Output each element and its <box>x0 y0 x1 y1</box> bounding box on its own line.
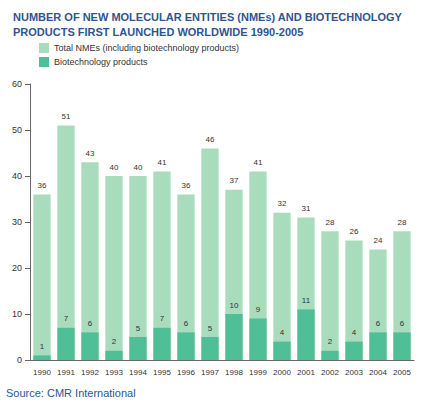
svg-text:7: 7 <box>160 314 165 323</box>
svg-text:1991: 1991 <box>57 368 75 377</box>
svg-text:1993: 1993 <box>105 368 123 377</box>
svg-text:NUMBER OF NEW MOLECULAR ENTITI: NUMBER OF NEW MOLECULAR ENTITIES (NMEs) … <box>13 11 405 23</box>
svg-text:1997: 1997 <box>201 368 219 377</box>
svg-text:1995: 1995 <box>153 368 171 377</box>
svg-text:6: 6 <box>184 319 189 328</box>
svg-text:2005: 2005 <box>393 368 411 377</box>
svg-text:37: 37 <box>230 176 239 185</box>
svg-text:46: 46 <box>206 135 215 144</box>
svg-text:Biotechnology products: Biotechnology products <box>54 57 148 67</box>
svg-text:1990: 1990 <box>33 368 51 377</box>
svg-text:41: 41 <box>254 158 263 167</box>
svg-text:PRODUCTS FIRST LAUNCHED WORLDW: PRODUCTS FIRST LAUNCHED WORLDWIDE 1990-2… <box>13 26 303 38</box>
svg-text:20: 20 <box>12 263 22 273</box>
svg-text:50: 50 <box>12 125 22 135</box>
svg-text:30: 30 <box>12 217 22 227</box>
svg-text:24: 24 <box>374 236 383 245</box>
svg-text:31: 31 <box>302 204 311 213</box>
svg-text:26: 26 <box>350 227 359 236</box>
svg-text:32: 32 <box>278 199 287 208</box>
svg-text:1996: 1996 <box>177 368 195 377</box>
svg-text:36: 36 <box>38 181 47 190</box>
svg-text:4: 4 <box>280 328 285 337</box>
svg-text:5: 5 <box>136 324 141 333</box>
svg-text:6: 6 <box>400 319 405 328</box>
svg-text:6: 6 <box>376 319 381 328</box>
svg-text:2002: 2002 <box>321 368 339 377</box>
svg-text:1: 1 <box>40 342 45 351</box>
svg-text:0: 0 <box>17 355 22 365</box>
svg-text:Total NMEs (including biotechn: Total NMEs (including biotechnology prod… <box>54 43 239 53</box>
svg-text:5: 5 <box>208 324 213 333</box>
svg-text:1998: 1998 <box>225 368 243 377</box>
svg-text:6: 6 <box>88 319 93 328</box>
svg-text:60: 60 <box>12 79 22 89</box>
svg-text:10: 10 <box>12 309 22 319</box>
svg-text:2: 2 <box>112 337 117 346</box>
svg-text:Source: CMR International: Source: CMR International <box>6 387 136 399</box>
svg-text:28: 28 <box>398 218 407 227</box>
svg-text:40: 40 <box>12 171 22 181</box>
svg-text:1994: 1994 <box>129 368 147 377</box>
svg-text:1992: 1992 <box>81 368 99 377</box>
svg-text:51: 51 <box>62 112 71 121</box>
svg-text:40: 40 <box>134 163 143 172</box>
svg-text:41: 41 <box>158 158 167 167</box>
svg-text:2004: 2004 <box>369 368 387 377</box>
svg-text:4: 4 <box>352 328 357 337</box>
svg-text:40: 40 <box>110 163 119 172</box>
svg-text:1999: 1999 <box>249 368 267 377</box>
svg-text:7: 7 <box>64 314 69 323</box>
svg-text:2003: 2003 <box>345 368 363 377</box>
svg-text:2000: 2000 <box>273 368 291 377</box>
svg-text:28: 28 <box>326 218 335 227</box>
svg-text:2: 2 <box>328 337 333 346</box>
svg-text:43: 43 <box>86 149 95 158</box>
svg-text:11: 11 <box>302 296 311 305</box>
svg-text:10: 10 <box>230 301 239 310</box>
svg-text:9: 9 <box>256 305 261 314</box>
svg-text:2001: 2001 <box>297 368 315 377</box>
svg-text:36: 36 <box>182 181 191 190</box>
